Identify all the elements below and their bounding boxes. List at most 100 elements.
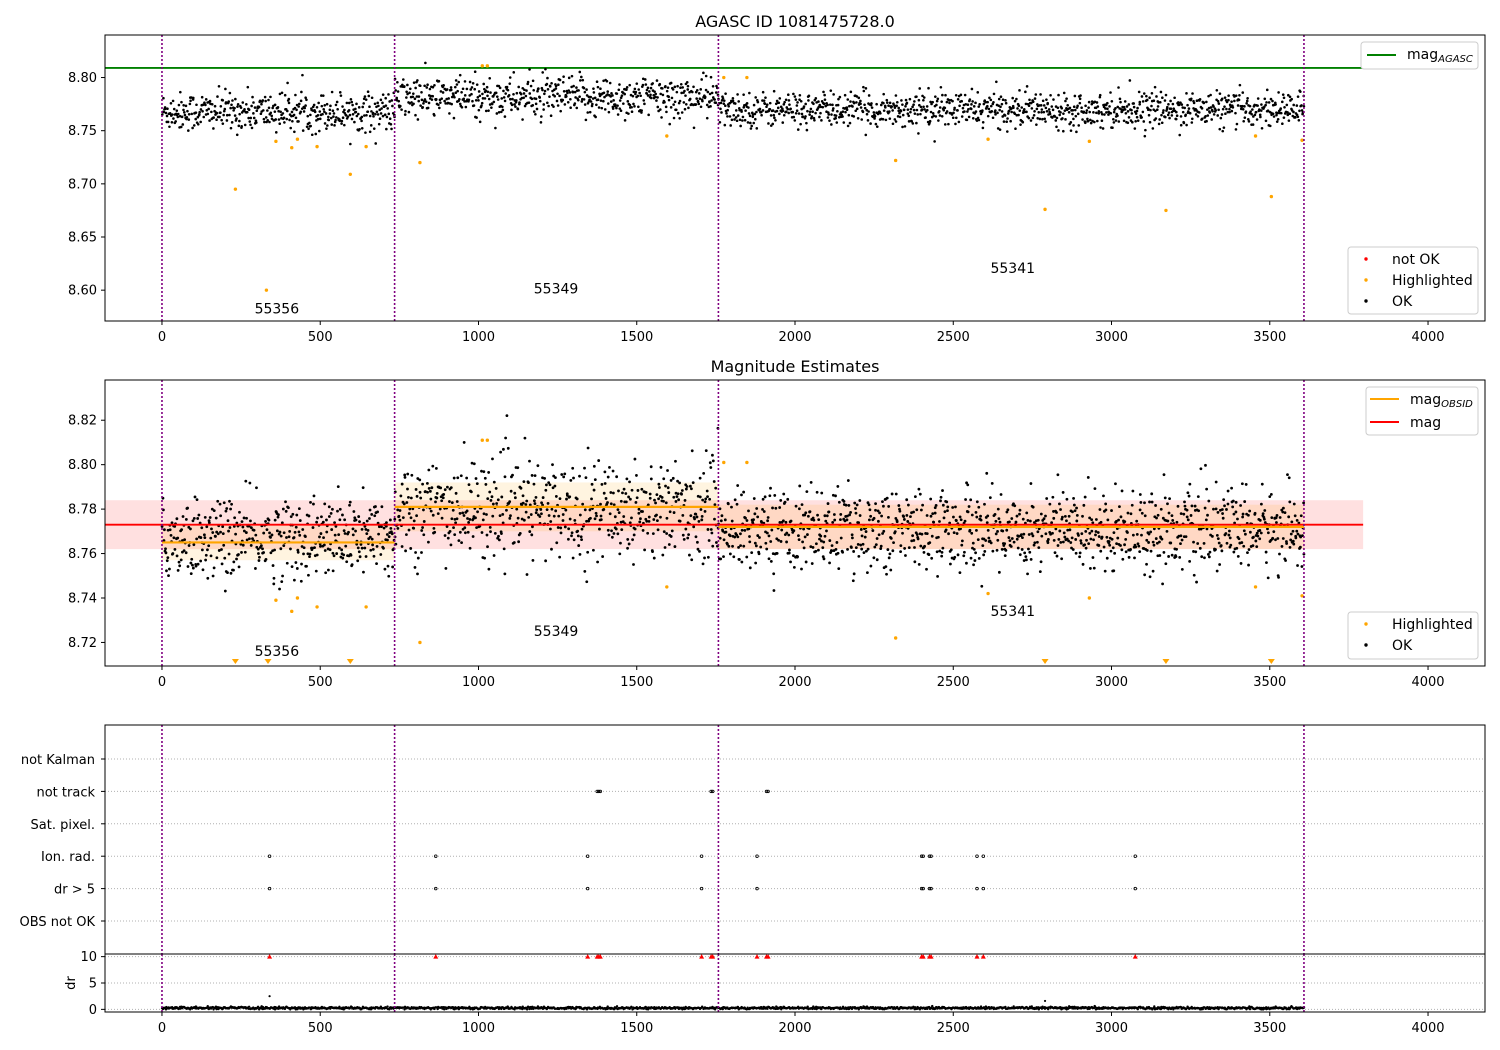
ok-point xyxy=(1260,126,1264,130)
ok-point xyxy=(739,544,742,548)
ok-point xyxy=(1022,532,1026,536)
ok-point xyxy=(347,530,350,534)
ok-point xyxy=(658,82,662,86)
ok-point xyxy=(887,505,891,508)
ok-point xyxy=(169,533,173,537)
ok-point xyxy=(496,498,500,502)
ok-point xyxy=(1035,540,1039,544)
ok-point xyxy=(1084,529,1088,533)
ok-point xyxy=(850,546,853,549)
ok-point xyxy=(1090,529,1094,533)
x-tick-label: 4000 xyxy=(1411,330,1444,345)
ok-point xyxy=(200,526,204,530)
ok-point xyxy=(534,511,538,515)
highlighted-point xyxy=(722,460,726,465)
flag-point xyxy=(921,854,925,858)
highlighted-point xyxy=(1043,207,1047,212)
ok-point xyxy=(565,497,568,501)
ok-point xyxy=(586,111,590,114)
ok-point xyxy=(354,107,357,111)
ok-point xyxy=(896,115,900,118)
ok-point xyxy=(1194,113,1198,116)
ok-point xyxy=(1256,97,1260,100)
ok-point xyxy=(416,572,419,576)
ok-point xyxy=(907,114,911,118)
ok-point xyxy=(358,555,362,559)
ok-point xyxy=(297,507,301,511)
ok-point xyxy=(662,530,666,534)
ok-point xyxy=(881,117,885,121)
ok-point xyxy=(332,554,336,558)
ok-point xyxy=(934,504,938,507)
ok-point xyxy=(282,531,286,535)
ok-point xyxy=(1031,534,1035,538)
ok-point xyxy=(524,94,528,98)
ok-point xyxy=(849,90,853,94)
ok-point xyxy=(819,534,823,538)
ok-point xyxy=(254,533,258,537)
ok-point xyxy=(786,497,790,501)
ok-point xyxy=(477,90,481,93)
ok-point xyxy=(1015,514,1019,518)
ok-point xyxy=(192,516,196,520)
ok-point xyxy=(355,114,359,118)
ok-point xyxy=(1116,105,1120,109)
ok-point xyxy=(1072,117,1075,121)
ok-point xyxy=(578,79,582,82)
ok-point xyxy=(453,533,457,537)
ok-point xyxy=(214,516,218,520)
ok-point xyxy=(414,113,417,117)
ok-point xyxy=(510,103,514,107)
ok-point xyxy=(387,112,391,116)
ok-point xyxy=(616,113,620,116)
ok-point xyxy=(901,103,904,106)
ok-point xyxy=(1244,532,1247,536)
ok-point xyxy=(898,111,901,115)
ok-point xyxy=(977,556,981,560)
ok-point xyxy=(977,105,981,108)
ok-point xyxy=(747,509,750,513)
ok-point xyxy=(453,95,456,99)
ok-point xyxy=(823,93,826,97)
ok-point xyxy=(898,115,902,119)
ok-point xyxy=(396,80,399,84)
ok-point xyxy=(814,111,817,115)
ok-point xyxy=(457,539,461,543)
ok-point xyxy=(427,101,431,105)
ok-point xyxy=(718,507,722,511)
ok-point xyxy=(1155,516,1158,520)
ok-point xyxy=(616,508,620,512)
ok-point xyxy=(1059,540,1063,544)
ok-point xyxy=(891,109,894,112)
ok-point xyxy=(1024,102,1028,106)
ok-point xyxy=(895,520,899,524)
ok-point xyxy=(1215,569,1219,573)
ok-point xyxy=(165,559,169,563)
ok-point xyxy=(217,549,221,552)
ok-point xyxy=(366,110,370,113)
ok-point xyxy=(679,86,682,89)
ok-point xyxy=(480,531,484,534)
ok-point xyxy=(732,555,736,559)
ok-point xyxy=(242,529,246,533)
x-tick-label: 2000 xyxy=(778,330,811,345)
ok-point xyxy=(1298,109,1301,113)
ok-point xyxy=(1175,110,1178,114)
ok-point xyxy=(765,547,769,551)
ok-point xyxy=(1090,102,1094,106)
ok-point xyxy=(743,118,747,122)
ok-point xyxy=(417,95,421,98)
ok-point xyxy=(260,102,263,106)
ok-point xyxy=(582,98,586,101)
ok-point xyxy=(608,465,611,469)
ok-point xyxy=(597,106,601,109)
ok-point xyxy=(1259,109,1263,112)
ok-point xyxy=(1009,545,1013,548)
ok-point xyxy=(586,446,590,450)
ok-point xyxy=(998,128,1002,131)
ok-point xyxy=(882,101,885,105)
ok-point xyxy=(540,512,543,516)
ok-point xyxy=(1134,545,1138,549)
ok-point xyxy=(866,501,870,505)
ok-point xyxy=(593,96,597,100)
